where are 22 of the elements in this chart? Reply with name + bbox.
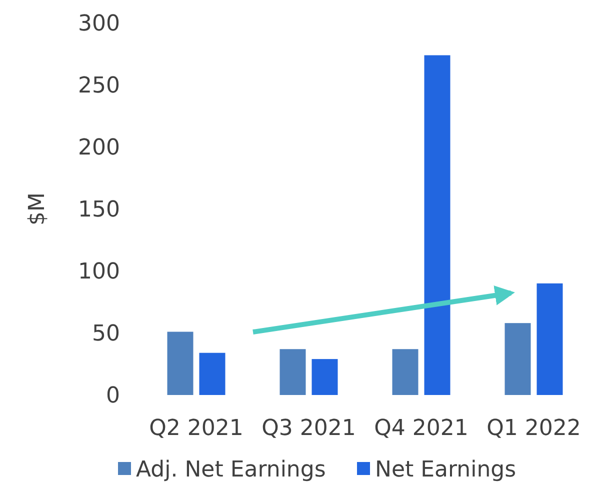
y-tick-label: 200 [78,136,120,161]
bar [199,352,226,395]
x-tick-label: Q1 2022 [486,416,581,441]
bar [280,349,306,395]
x-tick-label: Q3 2021 [262,416,356,441]
legend-label: Adj. Net Earnings [136,458,326,483]
bar [312,359,338,395]
x-tick-label: Q4 2021 [374,416,468,441]
bar [536,283,563,395]
x-tick-label: Q2 2021 [149,416,244,441]
y-axis-title: $M [25,192,50,226]
bar [504,323,531,395]
bar [424,55,450,395]
y-tick-label: 0 [106,384,120,409]
y-tick-label: 100 [78,260,120,285]
legend-label: Net Earnings [375,458,516,483]
bar [167,332,194,395]
y-tick-label: 300 [78,12,120,37]
y-tick-label: 150 [78,198,120,223]
y-tick-label: 50 [92,322,120,347]
y-tick-label: 250 [78,74,120,99]
bar [392,349,418,395]
